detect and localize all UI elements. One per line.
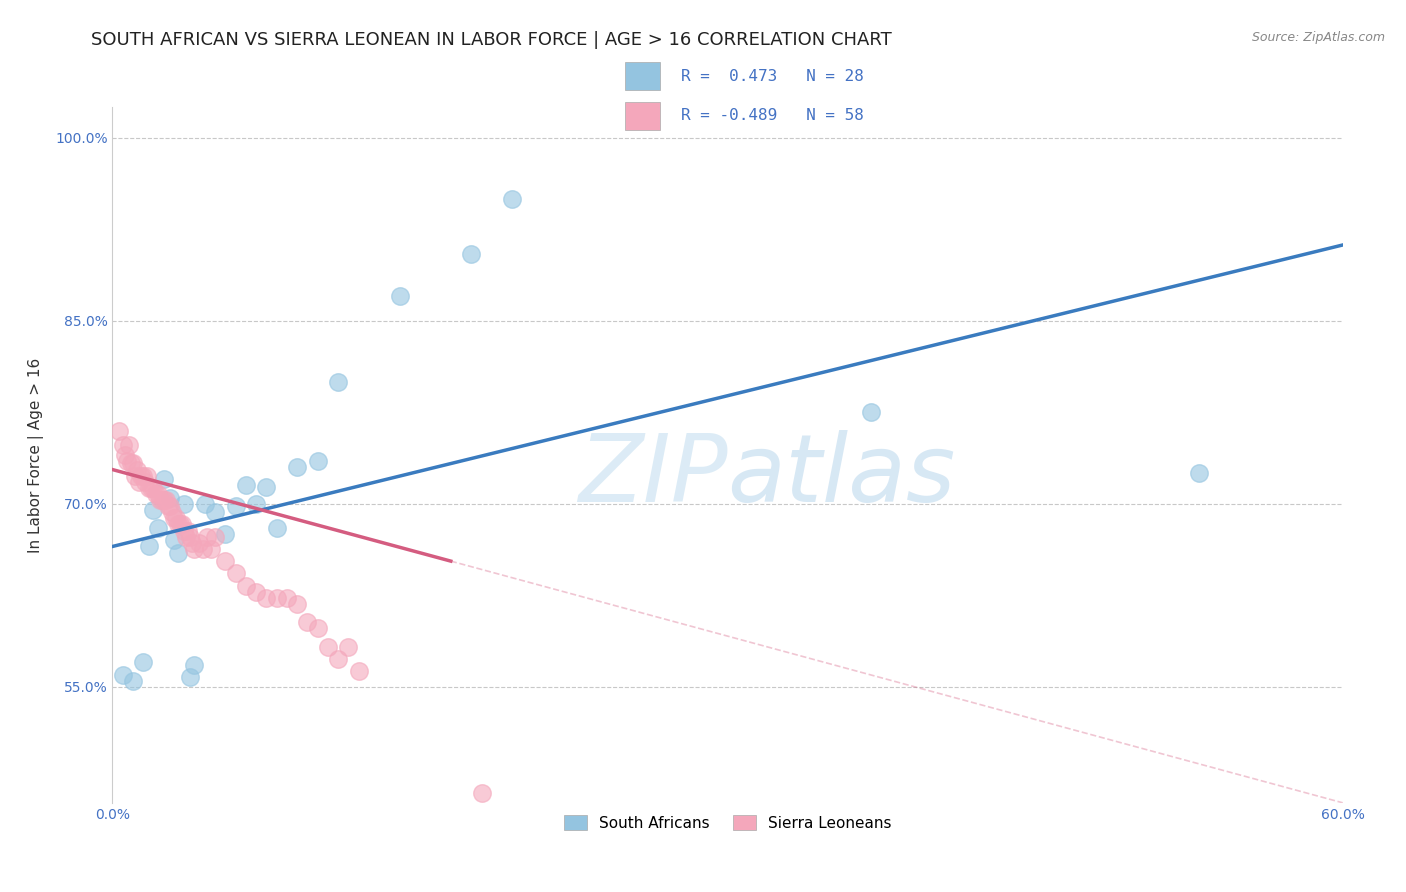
Text: R = -0.489   N = 58: R = -0.489 N = 58 <box>681 108 863 123</box>
Point <box>285 460 308 475</box>
Point <box>111 438 134 452</box>
FancyBboxPatch shape <box>626 102 659 130</box>
Point <box>307 454 329 468</box>
Point <box>297 615 319 629</box>
Point <box>388 289 411 303</box>
Point <box>134 475 156 489</box>
FancyBboxPatch shape <box>626 62 659 90</box>
Point <box>145 487 167 501</box>
Point <box>347 664 370 678</box>
Point <box>107 424 129 438</box>
Point <box>122 673 145 688</box>
Point <box>183 657 205 672</box>
Point <box>142 503 165 517</box>
Point <box>254 480 277 494</box>
Point <box>167 517 190 532</box>
Point <box>266 591 288 605</box>
Point <box>174 530 197 544</box>
Text: ZIP: ZIP <box>578 430 728 521</box>
Point <box>214 554 236 568</box>
Point <box>138 481 160 495</box>
Point <box>225 566 247 581</box>
Point <box>152 493 174 508</box>
Point <box>163 511 186 525</box>
Point <box>460 246 482 260</box>
Point <box>124 468 146 483</box>
Point <box>200 541 222 556</box>
Point <box>235 578 257 592</box>
Point <box>266 521 288 535</box>
Point <box>159 491 181 505</box>
Point <box>146 521 169 535</box>
Point <box>225 499 247 513</box>
Point <box>276 591 298 605</box>
Point <box>235 478 257 492</box>
Point <box>471 786 494 800</box>
Point <box>1188 467 1211 481</box>
Point <box>316 640 339 654</box>
Point <box>214 527 236 541</box>
Point <box>860 405 883 419</box>
Point <box>150 493 173 508</box>
Text: atlas: atlas <box>728 430 956 521</box>
Point <box>245 497 267 511</box>
Point <box>179 670 201 684</box>
Point <box>128 475 150 489</box>
Point <box>191 541 214 556</box>
Point <box>169 517 191 532</box>
Point <box>173 524 195 538</box>
Text: SOUTH AFRICAN VS SIERRA LEONEAN IN LABOR FORCE | AGE > 16 CORRELATION CHART: SOUTH AFRICAN VS SIERRA LEONEAN IN LABOR… <box>91 31 893 49</box>
Point <box>141 481 163 495</box>
Point <box>195 530 218 544</box>
Point <box>136 468 159 483</box>
Text: Source: ZipAtlas.com: Source: ZipAtlas.com <box>1251 31 1385 45</box>
Point <box>177 524 200 538</box>
Point <box>142 481 165 495</box>
Point <box>138 540 160 554</box>
Point <box>167 545 190 559</box>
Point <box>129 468 152 483</box>
Text: R =  0.473   N = 28: R = 0.473 N = 28 <box>681 69 863 84</box>
Point <box>127 462 149 476</box>
Point <box>111 667 134 681</box>
Point <box>254 591 277 605</box>
Point <box>118 438 141 452</box>
Point <box>155 493 177 508</box>
Point <box>165 511 187 525</box>
Point <box>187 536 209 550</box>
Point <box>183 541 205 556</box>
Legend: South Africans, Sierra Leoneans: South Africans, Sierra Leoneans <box>558 809 897 837</box>
Point <box>172 517 194 532</box>
Point <box>501 192 523 206</box>
Point <box>122 457 145 471</box>
Point <box>204 530 226 544</box>
Point <box>156 499 179 513</box>
Point <box>181 536 204 550</box>
Point <box>152 472 174 486</box>
Point <box>149 493 172 508</box>
Point <box>163 533 186 548</box>
Point <box>132 656 155 670</box>
Y-axis label: In Labor Force | Age > 16: In Labor Force | Age > 16 <box>28 358 44 552</box>
Point <box>173 497 195 511</box>
Point <box>285 597 308 611</box>
Point <box>307 621 329 635</box>
Point <box>120 457 142 471</box>
Point <box>337 640 360 654</box>
Point <box>160 505 183 519</box>
Point <box>132 468 155 483</box>
Point <box>204 505 226 519</box>
Point <box>194 497 217 511</box>
Point <box>326 652 349 666</box>
Point <box>115 454 138 468</box>
Point <box>114 448 136 462</box>
Point <box>179 530 201 544</box>
Point <box>326 375 349 389</box>
Point <box>146 487 169 501</box>
Point <box>159 499 181 513</box>
Point <box>245 584 267 599</box>
